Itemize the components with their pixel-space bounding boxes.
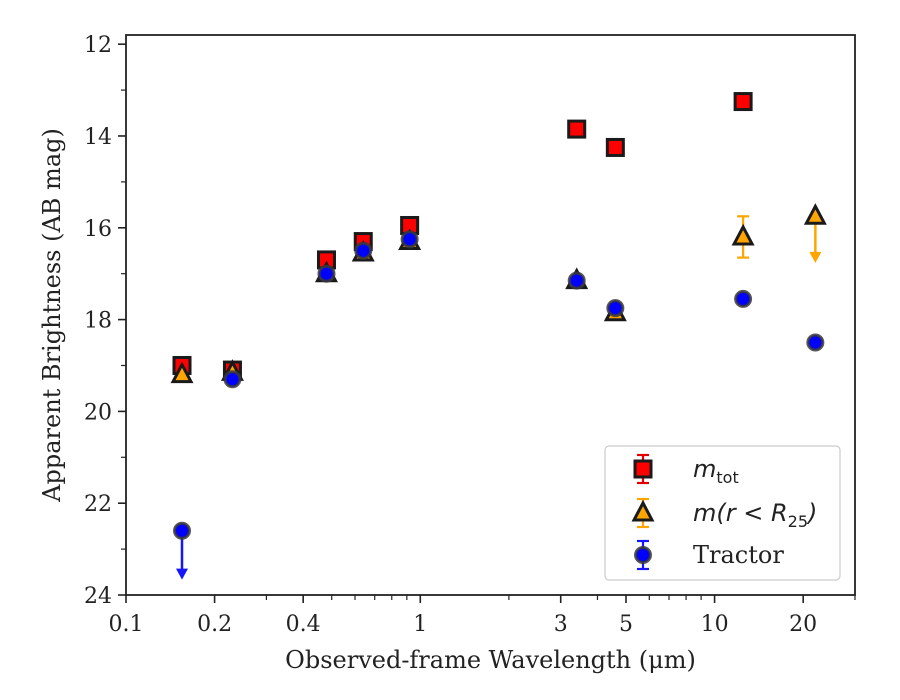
x-axis-title: Observed-frame Wavelength (μm): [285, 646, 696, 674]
x-tick-label: 0.1: [109, 612, 144, 637]
legend-marker-tractor: [634, 546, 652, 564]
point-tractor: [567, 271, 586, 290]
x-tick-label: 0.2: [197, 612, 232, 637]
y-tick-label: 14: [84, 125, 112, 150]
x-tick-label: 3: [554, 612, 568, 637]
legend-label-tractor: Tractor: [693, 541, 784, 569]
point-tractor: [354, 241, 373, 260]
point-tractor: [606, 299, 625, 318]
point-tractor: [173, 521, 192, 540]
x-tick-label: 0.4: [286, 612, 321, 637]
upper-limit-arrowhead: [809, 251, 822, 263]
legend-marker-mtot: [633, 459, 653, 479]
point-tractor: [400, 230, 419, 249]
legend-marker-m-r25: [631, 499, 655, 522]
points-layer: [170, 92, 827, 580]
ticks-layer: 0.1 0.2 0.4 1 3 5 10 20 12 14 16 18 20 22 24: [84, 33, 856, 637]
upper-limit-arrowhead: [176, 568, 189, 580]
point-mtot: [733, 92, 753, 112]
x-tick-label: 1: [413, 612, 427, 637]
y-tick-label: 24: [84, 584, 112, 609]
y-tick-label: 20: [84, 400, 112, 425]
point-mtot: [567, 119, 587, 139]
x-tick-label: 10: [701, 612, 729, 637]
legend-box: [604, 445, 841, 581]
point-mtot: [605, 137, 625, 157]
y-tick-label: 12: [84, 33, 112, 58]
series-m-r25: [170, 203, 827, 384]
legend-label-mtot: mtot: [693, 455, 739, 487]
y-tick-label: 18: [84, 309, 112, 334]
series-tractor: [173, 230, 825, 580]
point-tractor: [223, 370, 242, 389]
point-m-r25: [731, 223, 755, 246]
plot-frame: [125, 34, 856, 596]
y-axis-title: Apparent Brightness (AB mag): [38, 128, 66, 503]
legend-markers: [631, 453, 655, 571]
y-tick-label: 16: [84, 217, 112, 242]
x-tick-label: 5: [619, 612, 633, 637]
legend: mtot m(r < R25) Tractor: [604, 445, 841, 581]
legend-label-m-r25: m(r < R25): [693, 499, 817, 531]
x-tick-label: 20: [789, 612, 817, 637]
point-tractor: [317, 264, 336, 283]
y-tick-label: 22: [84, 492, 112, 517]
point-tractor: [806, 333, 825, 352]
point-m-r25: [803, 203, 827, 225]
point-m-r25: [170, 361, 194, 384]
point-tractor: [734, 289, 753, 308]
series-mtot: [172, 92, 753, 380]
